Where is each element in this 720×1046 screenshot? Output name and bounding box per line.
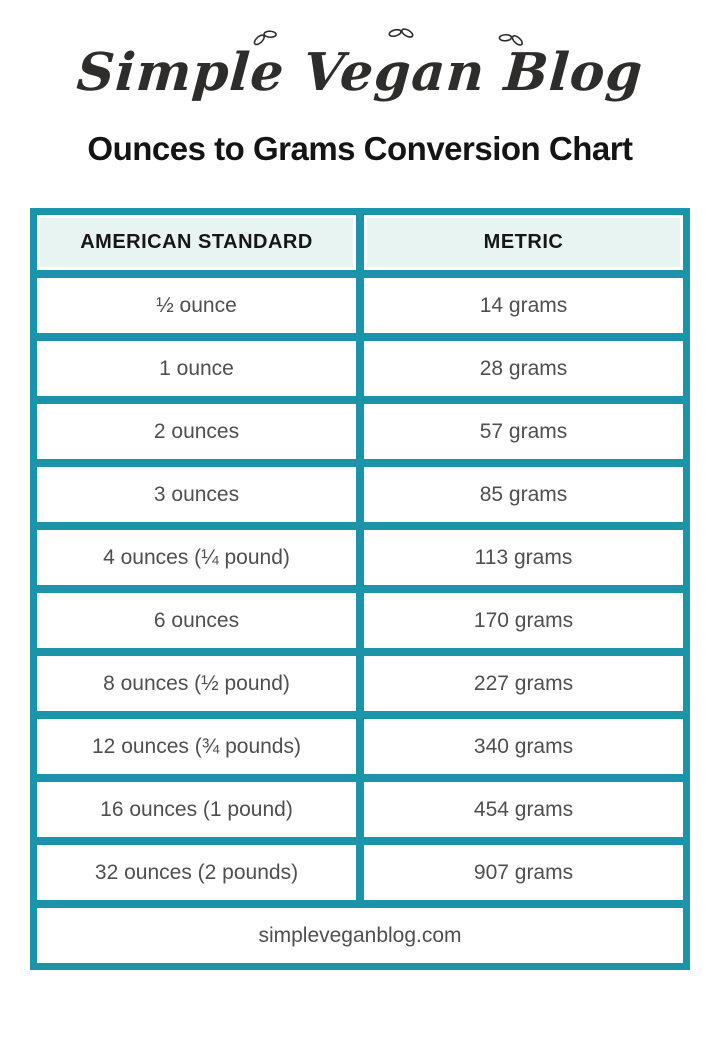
table-cell-metric: 28 grams: [364, 341, 683, 396]
column-header-metric: METRIC: [364, 215, 683, 270]
table-cell-standard: 1 ounce: [37, 341, 356, 396]
table-cell-standard: ½ ounce: [37, 278, 356, 333]
conversion-table: AMERICAN STANDARD METRIC ½ ounce 14 gram…: [30, 208, 690, 970]
table-cell-metric: 57 grams: [364, 404, 683, 459]
table-cell-standard: 8 ounces (½ pound): [37, 656, 356, 711]
table-cell-standard: 32 ounces (2 pounds): [37, 845, 356, 900]
site-logo: Simple Vegan Blog: [0, 28, 720, 116]
table-cell-metric: 14 grams: [364, 278, 683, 333]
leaf-icon: [498, 33, 524, 46]
leaf-icon: [388, 28, 414, 38]
table-cell-standard: 6 ounces: [37, 593, 356, 648]
column-header-american-standard: AMERICAN STANDARD: [37, 215, 356, 270]
table-cell-metric: 113 grams: [364, 530, 683, 585]
logo-text: Simple Vegan Blog: [74, 41, 646, 103]
table-cell-standard: 3 ounces: [37, 467, 356, 522]
table-cell-standard: 12 ounces (¾ pounds): [37, 719, 356, 774]
table-cell-metric: 340 grams: [364, 719, 683, 774]
table-cell-metric: 227 grams: [364, 656, 683, 711]
table-cell-metric: 170 grams: [364, 593, 683, 648]
table-cell-standard: 2 ounces: [37, 404, 356, 459]
table-cell-metric: 454 grams: [364, 782, 683, 837]
leaf-icon: [253, 30, 277, 46]
table-cell-standard: 16 ounces (1 pound): [37, 782, 356, 837]
table-cell-metric: 85 grams: [364, 467, 683, 522]
website-url: simpleveganblog.com: [37, 908, 683, 963]
conversion-chart-page: Simple Vegan Blog Ounces to Grams Conver…: [0, 28, 720, 970]
table-cell-standard: 4 ounces (¼ pound): [37, 530, 356, 585]
page-title: Ounces to Grams Conversion Chart: [87, 130, 633, 167]
table-cell-metric: 907 grams: [364, 845, 683, 900]
